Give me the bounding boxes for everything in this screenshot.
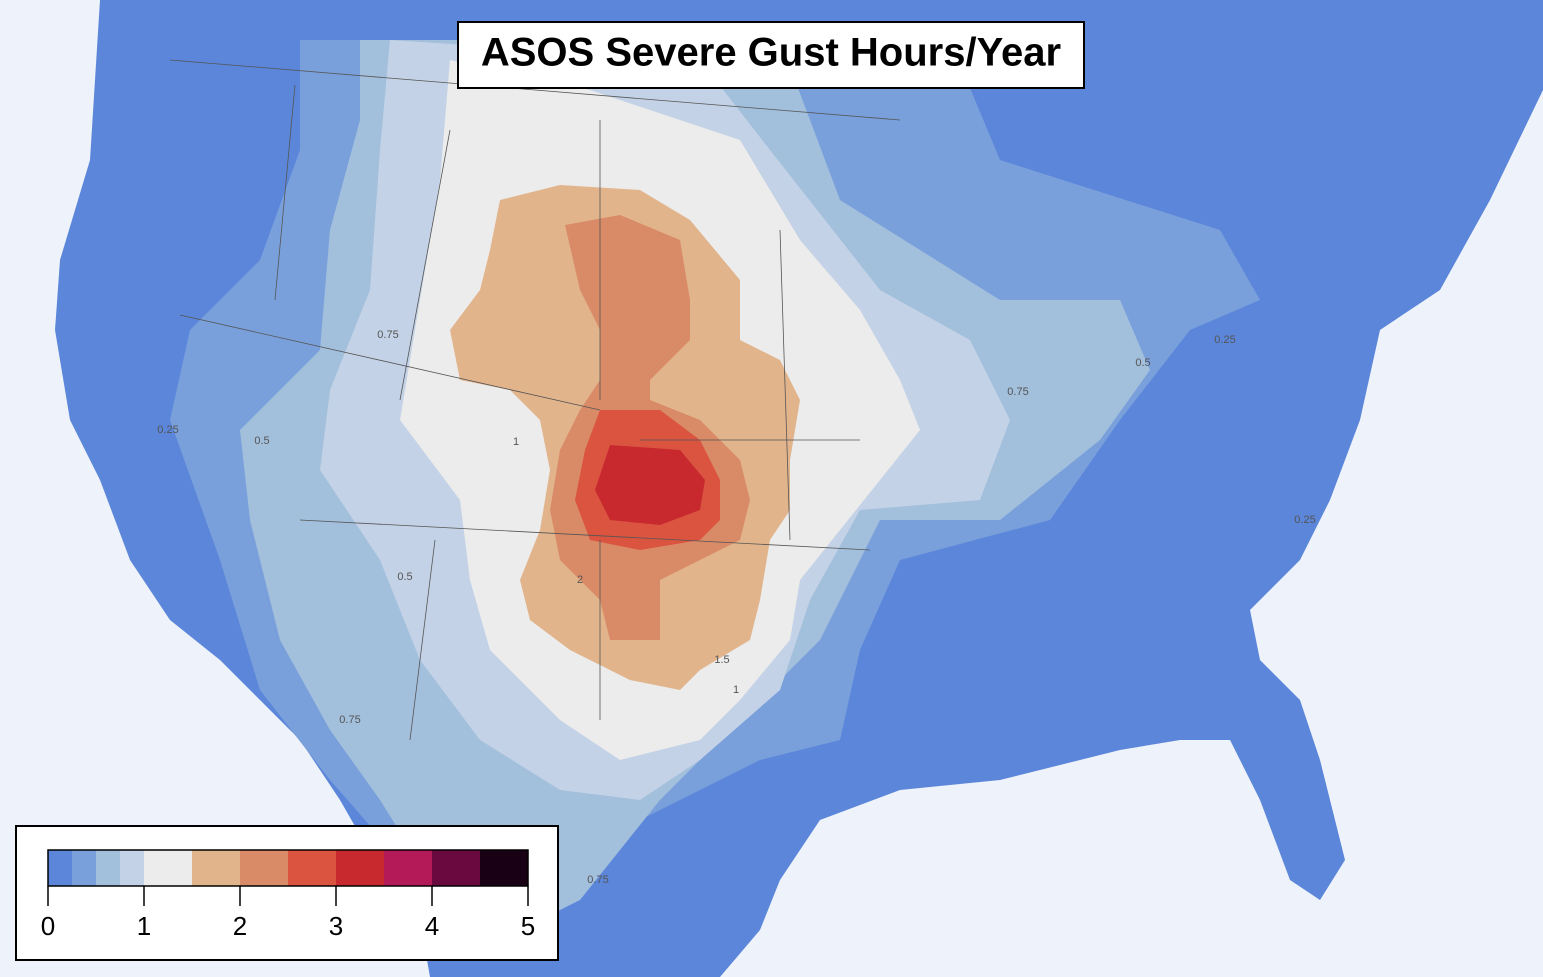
tick-label: 0 — [41, 911, 55, 941]
color-bin — [336, 850, 384, 886]
tick-label: 3 — [329, 911, 343, 941]
color-bin — [288, 850, 336, 886]
contour-label: 0.25 — [1294, 514, 1315, 526]
borders — [169, 59, 901, 741]
contour-label: 0.25 — [1214, 334, 1235, 346]
color-bin — [192, 850, 240, 886]
contour-label: 1 — [513, 436, 519, 448]
zone-3-5 — [595, 445, 705, 525]
title-box — [457, 21, 1085, 89]
color-bin — [48, 850, 72, 886]
contour-label: 0.5 — [254, 435, 269, 447]
contour-label: 0.5 — [397, 571, 412, 583]
contour-label: 1.5 — [714, 654, 729, 666]
contour-label: 1 — [733, 684, 739, 696]
contour-label: 0.75 — [377, 329, 398, 341]
contour-label: 0.75 — [587, 874, 608, 886]
tick-label: 1 — [137, 911, 151, 941]
colorbar-box — [15, 825, 559, 961]
contour-labels: 0.25 0.25 0.25 0.5 0.5 0.5 0.75 0.75 0.75 0.75 1 1 1… — [157, 329, 1315, 886]
color-bin — [384, 850, 432, 886]
title: ASOS Severe Gust Hours/Year — [481, 31, 1061, 75]
contour-label: 0.75 — [1007, 386, 1028, 398]
tick-label: 5 — [521, 911, 535, 941]
border — [169, 59, 901, 741]
color-bin — [240, 850, 288, 886]
colorbar-frame — [47, 849, 529, 887]
contour-label: 2 — [577, 574, 583, 586]
color-bin — [120, 850, 144, 886]
color-bin — [96, 850, 120, 886]
tick-label: 4 — [425, 911, 439, 941]
contour-label: 0.25 — [157, 424, 178, 436]
color-bin — [144, 850, 192, 886]
color-bin — [72, 850, 96, 886]
color-bin — [480, 850, 528, 886]
contour-label: 0.5 — [1135, 357, 1150, 369]
contour-label: 0.75 — [339, 714, 360, 726]
colorbar: 0 1 2 3 4 5 — [41, 849, 535, 941]
tick-label: 2 — [233, 911, 247, 941]
color-bin — [432, 850, 480, 886]
